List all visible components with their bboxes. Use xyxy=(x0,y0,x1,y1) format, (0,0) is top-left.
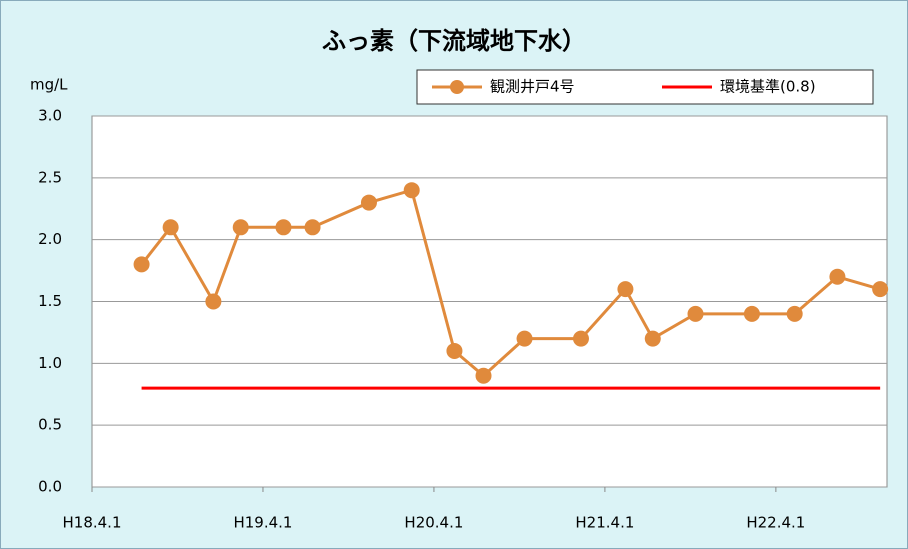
y-tick-label: 2.0 xyxy=(38,230,62,248)
x-tick-label: H20.4.1 xyxy=(404,514,463,532)
x-tick-label: H19.4.1 xyxy=(233,514,292,532)
data-point xyxy=(403,182,420,199)
data-point xyxy=(644,330,661,347)
data-point xyxy=(360,194,377,211)
data-point xyxy=(162,219,179,236)
legend-label: 観測井戸4号 xyxy=(490,78,575,96)
x-tick-label: H21.4.1 xyxy=(575,514,634,532)
data-point xyxy=(617,281,634,298)
y-tick-label: 3.0 xyxy=(38,107,62,125)
data-point xyxy=(786,305,803,322)
data-point xyxy=(829,268,846,285)
y-tick-label: 1.0 xyxy=(38,354,62,372)
y-tick-label: 0.0 xyxy=(38,478,62,496)
x-tick-label: H18.4.1 xyxy=(63,514,122,532)
data-point xyxy=(572,330,589,347)
y-tick-label: 1.5 xyxy=(38,292,62,310)
y-tick-label: 2.5 xyxy=(38,168,62,186)
data-point xyxy=(743,305,760,322)
data-point xyxy=(275,219,292,236)
data-point xyxy=(687,305,704,322)
data-point xyxy=(872,281,889,298)
chart-title: ふっ素（下流域地下水） xyxy=(322,27,586,55)
legend xyxy=(416,69,874,105)
data-point xyxy=(232,219,249,236)
x-tick-label: H22.4.1 xyxy=(746,514,805,532)
data-point xyxy=(133,256,150,273)
legend-marker xyxy=(450,80,464,94)
data-point xyxy=(446,342,463,359)
y-axis-unit: mg/L xyxy=(30,76,68,94)
data-point xyxy=(475,367,492,384)
data-point xyxy=(205,293,222,310)
data-point xyxy=(304,219,321,236)
data-point xyxy=(516,330,533,347)
legend-label: 環境基準(0.8) xyxy=(720,78,816,96)
y-tick-label: 0.5 xyxy=(38,416,62,434)
